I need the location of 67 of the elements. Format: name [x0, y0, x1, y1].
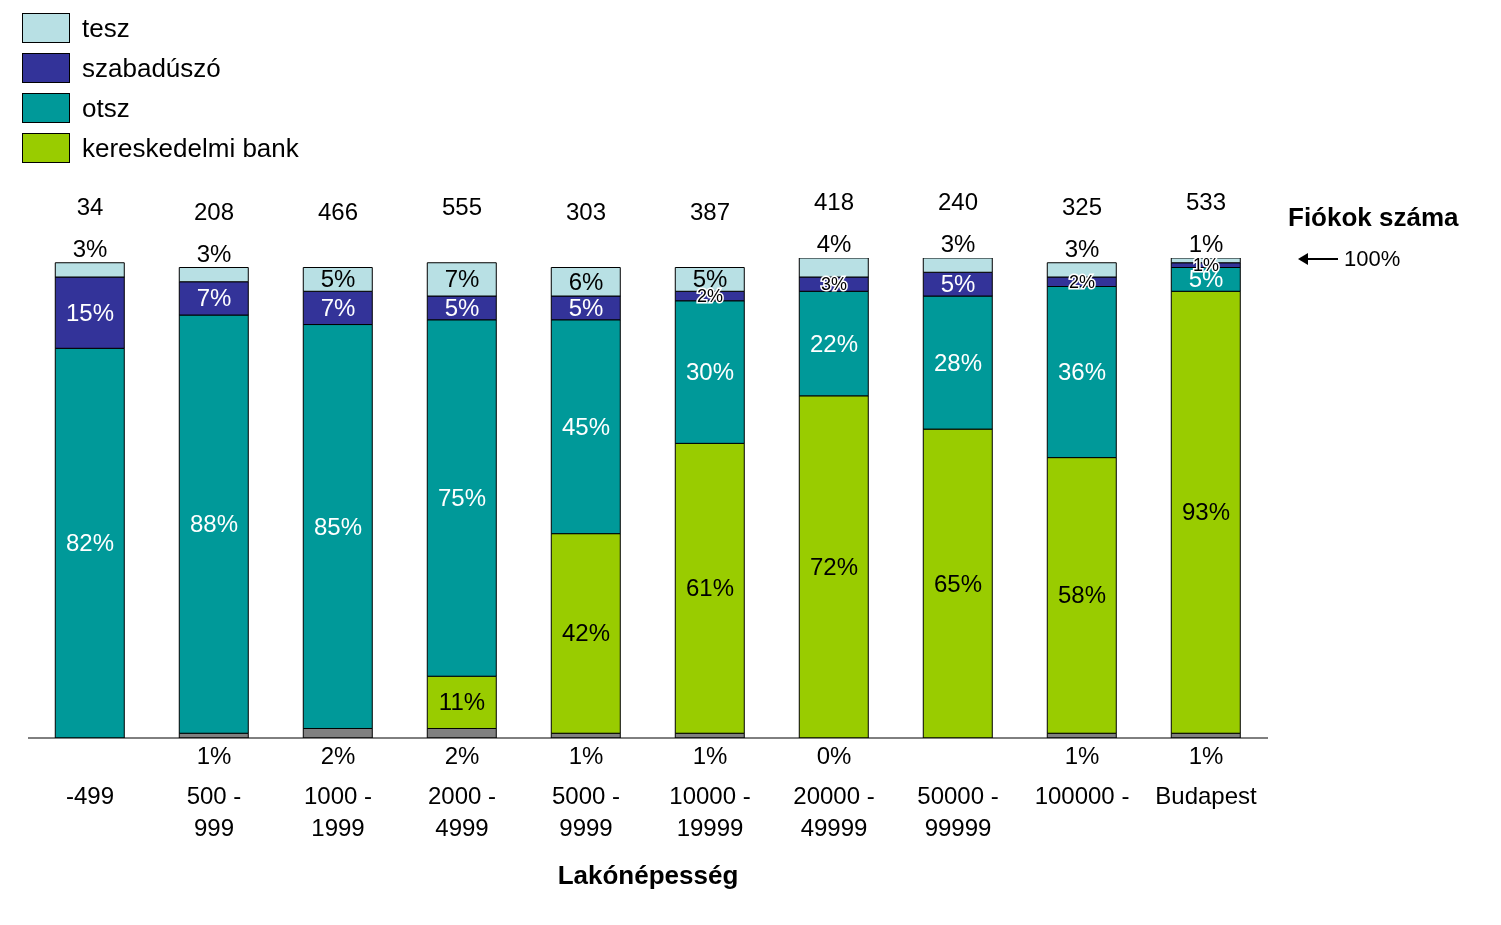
text: 555 [441, 192, 483, 220]
data-label: 58% [1057, 581, 1107, 609]
text: Fiókok száma [1288, 202, 1459, 233]
legend-label: kereskedelmi bank [82, 132, 299, 164]
data-label: 1% [692, 742, 728, 769]
legend-label: szabadúszó [82, 52, 221, 84]
data-label: 85% [313, 512, 363, 540]
data-label: 7% [444, 265, 480, 293]
x-tick-label: -499 [65, 782, 115, 809]
text: 418 [813, 188, 855, 215]
data-label: 1% [196, 742, 232, 769]
legend-label: otsz [82, 92, 130, 124]
x-tick-label: 1000 - 1999 [303, 782, 373, 841]
data-label: 3% [72, 234, 108, 262]
data-label: 88% [189, 510, 239, 538]
data-label: 0% [816, 742, 852, 769]
x-tick-label: 2000 - 4999 [427, 782, 497, 841]
text: 325 [1061, 192, 1103, 220]
data-label: 1% [1188, 742, 1224, 769]
text: 100% [1344, 246, 1401, 272]
data-label: 7% [196, 284, 232, 312]
x-tick-label: 500 - 999 [186, 782, 242, 841]
x-axis-title: Lakónépesség [556, 860, 740, 891]
data-label: 5% [444, 293, 480, 321]
data-label: 22% [809, 329, 859, 357]
data-label: 1% [1064, 742, 1100, 769]
data-label: 61% [685, 574, 735, 602]
data-label: 36% [1057, 358, 1107, 386]
text: 240 [937, 188, 979, 215]
data-label: 5% [940, 270, 976, 298]
data-label: 65% [933, 569, 983, 597]
data-label: 75% [437, 484, 487, 511]
data-label: 72% [809, 552, 859, 580]
data-label: 28% [933, 348, 983, 376]
data-label: 5% [568, 293, 604, 321]
text: 533 [1185, 188, 1227, 215]
data-label: 3% [820, 274, 848, 295]
text: 34 [76, 192, 104, 220]
data-label: 4% [816, 230, 852, 257]
text: 303 [565, 197, 607, 225]
data-label: 6% [568, 267, 604, 295]
x-tick-label: 100000 - [1034, 782, 1130, 809]
x-tick-label: 10000 - 19999 [669, 782, 751, 841]
data-label: 42% [561, 619, 611, 647]
data-label: 30% [685, 358, 735, 386]
data-label: 7% [320, 293, 356, 321]
x-tick-label: 50000 - 99999 [917, 782, 999, 841]
text: 466 [317, 197, 359, 225]
legend-label: tesz [82, 12, 130, 44]
data-label: 1% [568, 742, 604, 769]
x-tick-label: 5000 - 9999 [551, 782, 621, 841]
data-label: 3% [1064, 234, 1100, 262]
x-tick-label: 20000 - 49999 [793, 782, 875, 841]
data-label: 3% [196, 239, 232, 267]
data-label: 2% [444, 742, 480, 769]
data-label: 3% [940, 230, 976, 257]
data-label: 11% [438, 688, 486, 716]
x-tick-label: Budapest [1155, 782, 1258, 809]
data-label: 82% [65, 529, 115, 557]
text: 208 [193, 197, 235, 225]
data-label: 2% [320, 742, 356, 769]
data-label: 5% [320, 265, 356, 293]
data-label: 1% [1188, 230, 1224, 257]
text: 387 [689, 197, 731, 225]
data-label: 45% [561, 412, 611, 440]
data-label: 15% [65, 298, 115, 326]
data-label: 93% [1181, 498, 1231, 526]
